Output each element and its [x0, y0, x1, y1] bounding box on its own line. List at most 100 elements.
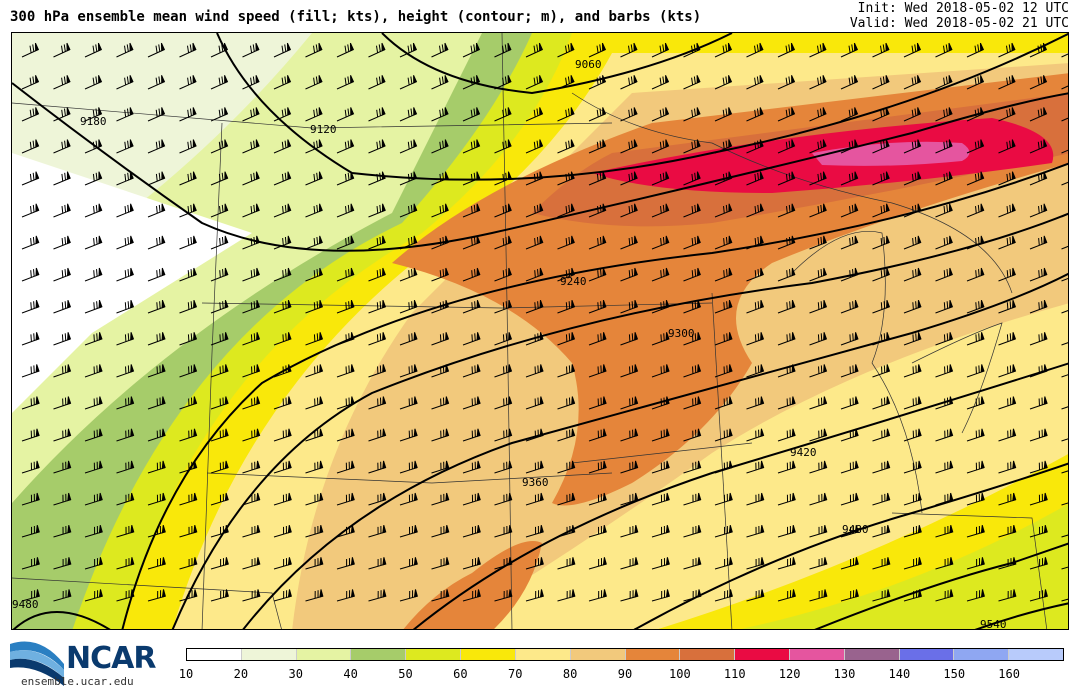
wind-barb: [935, 267, 953, 282]
wind-barb: [651, 396, 670, 410]
wind-barb: [683, 460, 702, 474]
wind-barb: [1061, 467, 1068, 474]
wind-barb: [872, 332, 891, 346]
ncar-logo-text: NCAR: [66, 641, 156, 676]
wind-barb: [840, 139, 859, 154]
wind-barb: [809, 364, 828, 378]
wind-barb: [210, 396, 229, 410]
wind-barb: [777, 42, 796, 58]
wind-barb: [273, 235, 292, 250]
wind-barb: [399, 300, 418, 314]
wind-barb: [179, 589, 198, 602]
contour-label: 9240: [560, 275, 587, 288]
wind-barb: [147, 203, 166, 218]
wind-barb: [399, 139, 418, 154]
wind-barb: [1061, 241, 1068, 250]
wind-barb: [305, 460, 324, 474]
boundaries: [12, 33, 1048, 629]
wind-barb: [21, 428, 40, 442]
wind-barb: [336, 332, 355, 346]
wind-barb: [273, 267, 292, 282]
wind-barb: [179, 75, 197, 90]
wind-barb: [557, 107, 575, 122]
wind-barb: [746, 267, 764, 282]
colorbar-swatch: [461, 649, 516, 660]
wind-barb: [809, 460, 828, 474]
wind-barb: [1061, 434, 1068, 442]
wind-barb: [777, 589, 796, 602]
wind-barb: [431, 267, 449, 282]
wind-barb: [998, 107, 1016, 122]
wind-barb: [1061, 338, 1068, 346]
wind-barb: [116, 525, 135, 538]
wind-barb: [21, 139, 40, 154]
wind-barb: [273, 525, 292, 538]
wind-barb: [21, 492, 40, 506]
wind-barb: [116, 396, 135, 410]
wind-barb: [462, 332, 481, 346]
wind-barb: [966, 171, 985, 186]
wind-barb: [1061, 177, 1068, 186]
wind-barb: [588, 460, 607, 474]
wind-barb: [872, 364, 891, 378]
wind-barb: [305, 171, 323, 186]
wind-barb: [494, 557, 513, 570]
wind-barb: [210, 332, 229, 346]
wind-barb: [53, 300, 72, 314]
wind-barb: [1029, 332, 1048, 346]
wind-barb: [525, 428, 544, 442]
wind-barb: [872, 396, 891, 410]
wind-barb: [840, 364, 859, 378]
wind-barb: [462, 139, 481, 154]
wind-barb: [84, 300, 103, 314]
colorbar-swatch: [954, 649, 1010, 660]
wind-barb: [525, 589, 544, 602]
colorbar-tick-label: 70: [508, 667, 523, 681]
colorbar-swatch: [570, 649, 626, 660]
wind-barb: [53, 589, 72, 602]
wind-barb: [399, 460, 418, 474]
wind-barb: [242, 235, 260, 250]
wind-barb: [714, 492, 733, 506]
wind-barb: [588, 396, 607, 410]
wind-barb: [809, 396, 828, 410]
wind-barb: [1061, 563, 1068, 570]
wind-barb: [872, 267, 890, 282]
wind-barb: [651, 332, 670, 346]
wind-barb: [903, 364, 922, 378]
wind-barb: [777, 525, 796, 538]
wind-barb: [651, 364, 670, 378]
colorbar-tick-label: 100: [669, 667, 691, 681]
wind-barb: [368, 460, 387, 474]
wind-barb: [431, 235, 449, 250]
ncar-logo: [10, 641, 64, 686]
wind-barb: [462, 171, 481, 186]
wind-barb: [84, 589, 103, 602]
wind-barb: [651, 300, 670, 314]
wind-barb: [714, 267, 733, 282]
wind-barb: [462, 75, 481, 90]
wind-barb: [903, 492, 922, 506]
wind-barb: [336, 75, 355, 90]
wind-barb: [588, 332, 607, 346]
fill-20-30: [12, 33, 312, 363]
wind-barb: [494, 396, 513, 410]
wind-barb: [903, 107, 922, 122]
wind-barb: [399, 396, 418, 410]
wind-barb: [1061, 145, 1068, 154]
wind-barb: [305, 428, 324, 442]
wind-barb: [399, 107, 418, 122]
wind-barb: [147, 267, 166, 282]
colorbar-swatch: [296, 649, 352, 660]
wind-barb: [1029, 300, 1048, 314]
wind-barb: [903, 332, 922, 346]
wind-barb: [147, 235, 166, 250]
wind-barb: [1061, 274, 1068, 282]
wind-barb: [210, 460, 229, 474]
wind-barb: [714, 332, 733, 346]
wind-barb: [903, 589, 922, 602]
wind-barb: [557, 557, 576, 570]
colorbar-ticks: 10 20 30 40 50 60 70 80 90 100 110 120 130 140 150 160: [179, 667, 1064, 683]
wind-barb: [242, 75, 260, 90]
wind-barb: [84, 460, 103, 474]
